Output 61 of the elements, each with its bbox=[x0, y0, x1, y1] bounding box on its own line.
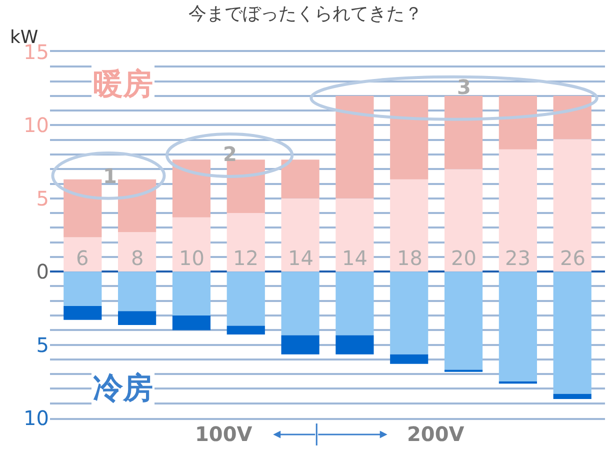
bar bbox=[118, 311, 156, 326]
bar bbox=[226, 160, 265, 214]
bar bbox=[226, 213, 265, 272]
bar bbox=[172, 217, 211, 272]
bar bbox=[390, 96, 428, 180]
bar bbox=[281, 160, 320, 198]
bar bbox=[118, 272, 156, 312]
bar bbox=[281, 335, 320, 354]
bar bbox=[336, 96, 374, 198]
chart-title: 今までぼったくられてきた？ bbox=[188, 3, 422, 24]
bar bbox=[390, 272, 428, 354]
bar bbox=[118, 232, 156, 272]
bar bbox=[118, 179, 156, 232]
annotation: 暖房 bbox=[93, 67, 153, 102]
bar bbox=[498, 96, 537, 150]
bar bbox=[553, 272, 592, 394]
bar bbox=[226, 272, 265, 326]
bar bbox=[444, 96, 483, 170]
x-tick-label: 12 bbox=[233, 246, 258, 270]
bar bbox=[498, 381, 537, 384]
bar bbox=[553, 394, 592, 399]
bar bbox=[498, 149, 537, 272]
y-tick-label: 0 bbox=[36, 260, 49, 284]
bar bbox=[226, 326, 265, 335]
bar bbox=[390, 354, 428, 364]
y-tick-label: 5 bbox=[36, 186, 49, 210]
bar bbox=[281, 198, 320, 272]
x-tick-label: 10 bbox=[179, 246, 204, 270]
x-tick-label: 23 bbox=[505, 246, 530, 270]
bar bbox=[336, 335, 374, 354]
bar bbox=[172, 272, 211, 316]
bar bbox=[553, 96, 592, 140]
bar bbox=[336, 198, 374, 272]
annotation: 冷房 bbox=[93, 371, 153, 406]
text: 200V bbox=[407, 422, 465, 446]
bar bbox=[444, 169, 483, 272]
y-tick-label: 5 bbox=[36, 332, 49, 357]
bar bbox=[64, 237, 102, 272]
bar bbox=[64, 272, 102, 306]
text: 100V bbox=[195, 422, 253, 446]
x-tick-label: 14 bbox=[342, 246, 368, 270]
bar bbox=[390, 179, 428, 272]
bar bbox=[553, 139, 592, 272]
bar bbox=[281, 272, 320, 336]
x-tick-label: 14 bbox=[288, 246, 314, 270]
bar bbox=[64, 179, 102, 238]
bar bbox=[336, 272, 374, 336]
x-tick-label: 18 bbox=[397, 246, 422, 270]
bar bbox=[64, 306, 102, 320]
x-tick-label: 20 bbox=[451, 246, 476, 270]
bar bbox=[172, 160, 211, 218]
x-tick-label: 26 bbox=[560, 246, 586, 270]
x-tick-label: 6 bbox=[76, 246, 89, 270]
y-tick-label: 10 bbox=[24, 113, 49, 138]
annotation: 3 bbox=[457, 75, 471, 99]
y-tick-label: 10 bbox=[24, 406, 49, 430]
bar bbox=[498, 272, 537, 382]
annotation: 1 bbox=[103, 164, 117, 188]
x-tick-label: 8 bbox=[131, 246, 144, 270]
bar bbox=[172, 316, 211, 330]
bar bbox=[444, 272, 483, 370]
